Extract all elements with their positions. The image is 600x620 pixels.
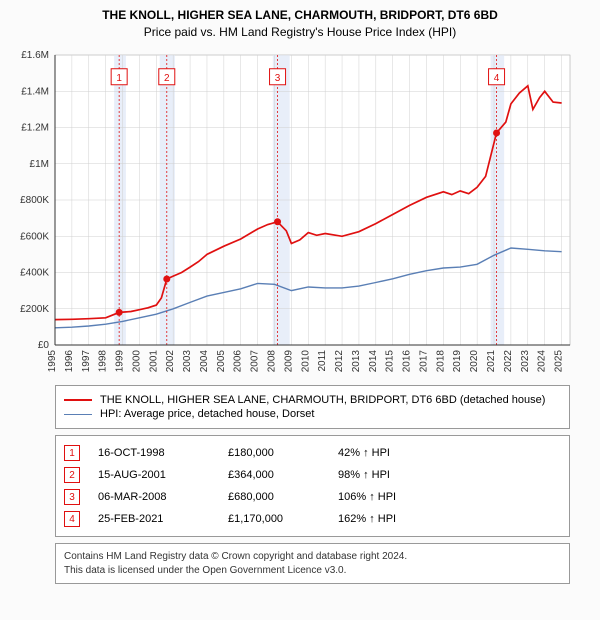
svg-text:2023: 2023 <box>520 350 531 373</box>
footer-line1: Contains HM Land Registry data © Crown c… <box>64 550 561 564</box>
svg-text:2018: 2018 <box>435 350 446 373</box>
footer-line2: This data is licensed under the Open Gov… <box>64 564 561 578</box>
svg-text:£1M: £1M <box>30 159 49 170</box>
svg-text:2019: 2019 <box>452 350 463 373</box>
svg-text:2001: 2001 <box>148 350 159 373</box>
svg-text:£200K: £200K <box>20 304 49 315</box>
sale-marker-box: 1 <box>64 445 80 461</box>
svg-text:2006: 2006 <box>233 350 244 373</box>
sales-row: 3 06-MAR-2008£680,000106% ↑ HPI <box>56 486 569 508</box>
sales-row: 1 16-OCT-1998£180,00042% ↑ HPI <box>56 442 569 464</box>
chart-plot: £0 £200K £400K £600K £800K £1M £1.2M £1.4M £1.6M… <box>0 45 600 375</box>
sale-pct: 106% ↑ HPI <box>338 491 396 503</box>
svg-text:1: 1 <box>116 73 122 84</box>
chart-svg: £0 £200K £400K £600K £800K £1M £1.2M £1.4M £1.6M… <box>0 45 600 375</box>
sale-pct: 42% ↑ HPI <box>338 447 390 459</box>
svg-text:2004: 2004 <box>199 350 210 373</box>
svg-text:£1.4M: £1.4M <box>21 86 49 97</box>
sale-pct: 98% ↑ HPI <box>338 469 390 481</box>
legend-swatch-blue <box>64 414 92 415</box>
svg-text:2009: 2009 <box>283 350 294 373</box>
svg-text:2016: 2016 <box>402 350 413 373</box>
svg-text:2000: 2000 <box>131 350 142 373</box>
sales-row: 4 25-FEB-2021£1,170,000162% ↑ HPI <box>56 508 569 530</box>
legend-label-red: THE KNOLL, HIGHER SEA LANE, CHARMOUTH, B… <box>100 394 545 406</box>
svg-text:2011: 2011 <box>317 350 328 372</box>
svg-text:£600K: £600K <box>20 231 49 242</box>
svg-text:1999: 1999 <box>115 350 126 373</box>
svg-text:2002: 2002 <box>165 350 176 373</box>
svg-text:2005: 2005 <box>216 350 227 373</box>
sale-price: £180,000 <box>228 447 338 459</box>
sale-marker-box: 2 <box>64 467 80 483</box>
svg-text:2017: 2017 <box>418 350 429 373</box>
legend-swatch-red <box>64 399 92 401</box>
svg-text:1997: 1997 <box>81 350 92 373</box>
svg-text:2024: 2024 <box>537 350 548 373</box>
sale-marker-box: 3 <box>64 489 80 505</box>
svg-text:£800K: £800K <box>20 195 49 206</box>
svg-text:1996: 1996 <box>64 350 75 373</box>
legend: THE KNOLL, HIGHER SEA LANE, CHARMOUTH, B… <box>55 385 570 429</box>
svg-text:2025: 2025 <box>554 350 565 373</box>
svg-text:2012: 2012 <box>334 350 345 373</box>
legend-label-blue: HPI: Average price, detached house, Dors… <box>100 408 314 420</box>
svg-text:2015: 2015 <box>385 350 396 373</box>
sale-price: £680,000 <box>228 491 338 503</box>
sale-date: 15-AUG-2001 <box>98 469 228 481</box>
svg-text:2014: 2014 <box>368 350 379 373</box>
svg-text:2003: 2003 <box>182 350 193 373</box>
sale-pct: 162% ↑ HPI <box>338 513 396 525</box>
svg-text:2021: 2021 <box>486 350 497 373</box>
chart-container: THE KNOLL, HIGHER SEA LANE, CHARMOUTH, B… <box>0 0 600 584</box>
svg-text:2013: 2013 <box>351 350 362 373</box>
svg-text:4: 4 <box>494 73 500 84</box>
chart-title-line1: THE KNOLL, HIGHER SEA LANE, CHARMOUTH, B… <box>0 0 600 22</box>
sale-price: £1,170,000 <box>228 513 338 525</box>
footer-attribution: Contains HM Land Registry data © Crown c… <box>55 543 570 584</box>
sales-table: 1 16-OCT-1998£180,00042% ↑ HPI 2 15-AUG-200… <box>55 435 570 537</box>
sale-date: 25-FEB-2021 <box>98 513 228 525</box>
svg-text:2: 2 <box>164 73 170 84</box>
sale-date: 16-OCT-1998 <box>98 447 228 459</box>
sale-marker-box: 4 <box>64 511 80 527</box>
legend-row-red: THE KNOLL, HIGHER SEA LANE, CHARMOUTH, B… <box>64 394 561 406</box>
svg-text:2020: 2020 <box>469 350 480 373</box>
svg-text:£1.6M: £1.6M <box>21 50 49 61</box>
chart-title-line2: Price paid vs. HM Land Registry's House … <box>0 22 600 45</box>
svg-text:2010: 2010 <box>300 350 311 373</box>
svg-text:1995: 1995 <box>47 350 58 373</box>
sales-row: 2 15-AUG-2001£364,00098% ↑ HPI <box>56 464 569 486</box>
svg-text:2022: 2022 <box>503 350 514 373</box>
svg-text:£400K: £400K <box>20 268 49 279</box>
sale-date: 06-MAR-2008 <box>98 491 228 503</box>
svg-text:3: 3 <box>275 73 281 84</box>
svg-text:2008: 2008 <box>267 350 278 373</box>
svg-text:£0: £0 <box>38 340 50 351</box>
sale-price: £364,000 <box>228 469 338 481</box>
svg-text:1998: 1998 <box>98 350 109 373</box>
svg-text:£1.2M: £1.2M <box>21 123 49 134</box>
legend-row-blue: HPI: Average price, detached house, Dors… <box>64 408 561 420</box>
svg-text:2007: 2007 <box>250 350 261 373</box>
